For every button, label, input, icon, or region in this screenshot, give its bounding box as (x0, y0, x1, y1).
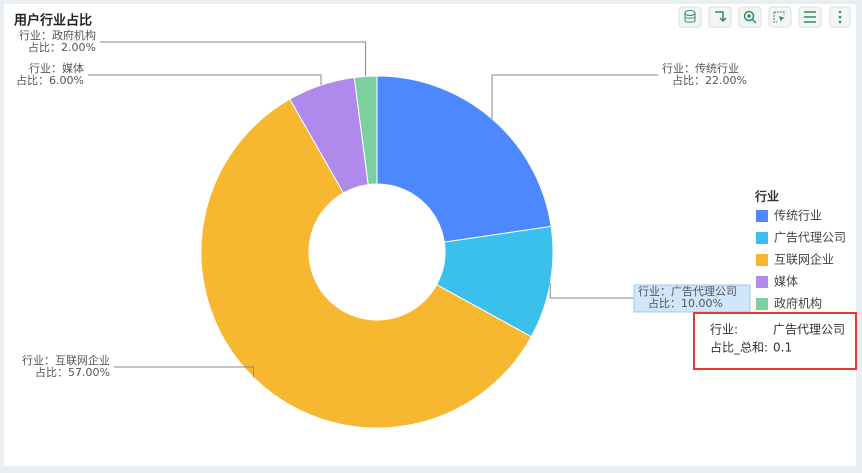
label-value: 互联网企业 (55, 353, 110, 367)
legend-label: 广告代理公司 (774, 231, 846, 245)
label-line: 行业：政府机构 (19, 28, 96, 42)
tooltip-value: 0.1 (773, 341, 792, 355)
label-value: 10.00% (681, 297, 723, 310)
label-line: 行业：互联网企业 (22, 353, 110, 367)
leader-line (114, 366, 255, 378)
label-key: 行业： (22, 354, 55, 367)
label-value: 22.00% (705, 74, 747, 87)
tooltip-key: 占比_总和: (710, 340, 768, 355)
leader-line (549, 283, 634, 299)
label-line: 占比：6.00% (16, 73, 84, 87)
legend-item[interactable]: 广告代理公司 (756, 231, 846, 245)
legend-item[interactable]: 政府机构 (756, 296, 822, 311)
label-key: 行业： (29, 62, 62, 75)
slice (353, 75, 378, 186)
label-key: 行业： (19, 29, 52, 42)
legend-swatch (756, 298, 768, 310)
legend-swatch (756, 254, 768, 266)
leader-line (100, 41, 367, 77)
label-line: 行业：媒体 (29, 61, 84, 75)
zoom-button[interactable] (738, 6, 762, 28)
label-key: 占比： (648, 296, 681, 310)
label-value: 2.00% (61, 41, 96, 54)
data-button[interactable] (678, 6, 702, 28)
label-line: 行业：传统行业 (662, 62, 739, 75)
legend-label: 互联网企业 (774, 252, 834, 267)
label-key: 占比： (672, 73, 705, 87)
label-highlight (633, 284, 751, 313)
label-line: 占比：57.00% (35, 365, 110, 379)
legend-item[interactable]: 互联网企业 (756, 252, 834, 267)
label-value: 媒体 (62, 61, 84, 75)
legend-label: 政府机构 (774, 296, 822, 311)
label-value: 传统行业 (695, 62, 739, 75)
list-button[interactable] (798, 6, 822, 28)
legend-swatch (756, 210, 768, 222)
legend-swatch (756, 276, 768, 288)
select-button[interactable] (768, 6, 792, 28)
label-key: 占比： (35, 365, 68, 379)
legend-title: 行业 (754, 189, 779, 204)
chart-title: 用户行业占比 (13, 13, 92, 29)
tooltip-box (693, 312, 857, 370)
toolbar (678, 6, 851, 28)
label-key: 行业： (638, 285, 671, 298)
legend-label: 传统行业 (774, 208, 822, 223)
legend-label: 媒体 (774, 275, 798, 289)
label-line: 占比：22.00% (672, 73, 747, 87)
slice (376, 75, 552, 243)
leader-line (491, 74, 658, 119)
label-line: 占比：10.00% (648, 296, 723, 310)
tooltip-key: 行业: (710, 323, 738, 337)
label-line: 占比：2.00% (28, 40, 96, 54)
label-key: 占比： (28, 40, 61, 54)
label-value: 政府机构 (52, 28, 96, 42)
tooltip-value: 广告代理公司 (773, 323, 845, 337)
label-key: 占比： (16, 73, 49, 87)
legend-item[interactable]: 媒体 (756, 275, 798, 289)
leader-line (88, 74, 322, 86)
slice (200, 98, 532, 429)
drill-button[interactable] (708, 6, 732, 28)
label-value: 广告代理公司 (671, 285, 737, 298)
label-value: 6.00% (49, 74, 84, 87)
legend-swatch (756, 232, 768, 244)
label-key: 行业： (662, 62, 695, 75)
legend-item[interactable]: 传统行业 (756, 208, 822, 223)
label-value: 57.00% (68, 366, 110, 379)
label-line: 行业：广告代理公司 (638, 285, 737, 298)
more-button[interactable] (829, 6, 851, 28)
